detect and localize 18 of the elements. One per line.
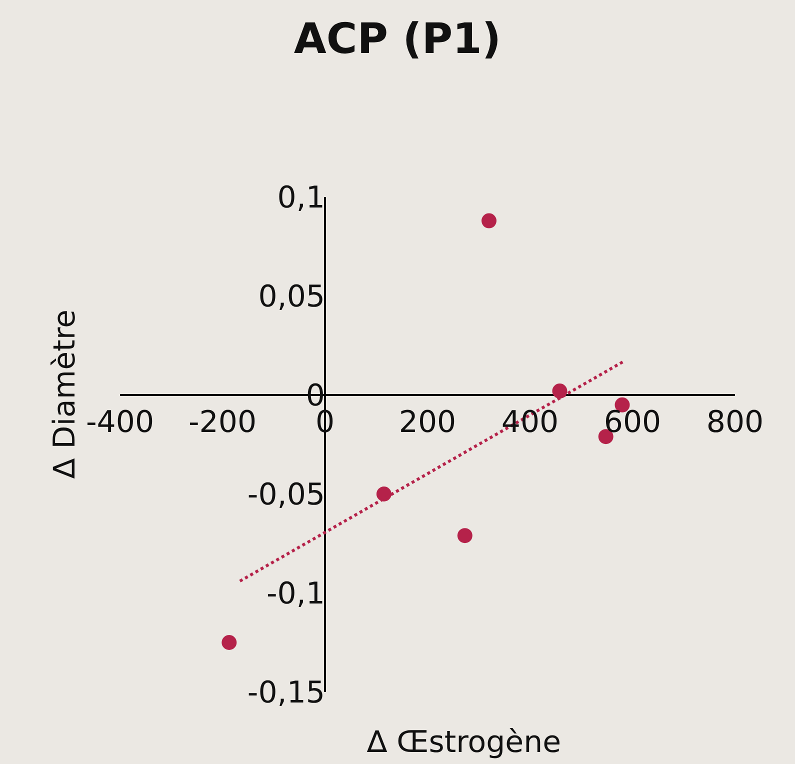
- y-tick-label: 0,05: [258, 280, 325, 314]
- point: [482, 213, 496, 228]
- y-tick-label: -0,05: [247, 478, 325, 512]
- point: [222, 635, 237, 650]
- y-axis-title: ∆ Diamètre: [48, 310, 82, 480]
- y-tick-label: 0,1: [277, 180, 325, 216]
- point: [457, 528, 472, 544]
- point: [376, 486, 392, 502]
- x-tick-label: 200: [398, 405, 456, 440]
- y-tick-label: -0,1: [266, 576, 325, 612]
- x-axis-title: ∆ Œstrogène: [366, 725, 562, 760]
- point: [552, 384, 568, 399]
- y-tick-label: -0,15: [247, 676, 325, 710]
- chart-title: ACP (P1): [294, 14, 502, 63]
- x-tick-label: -400: [86, 405, 154, 440]
- x-tick-label: 600: [604, 405, 662, 440]
- x-tick-label: -200: [188, 405, 257, 440]
- x-tick-label: 800: [706, 405, 764, 440]
